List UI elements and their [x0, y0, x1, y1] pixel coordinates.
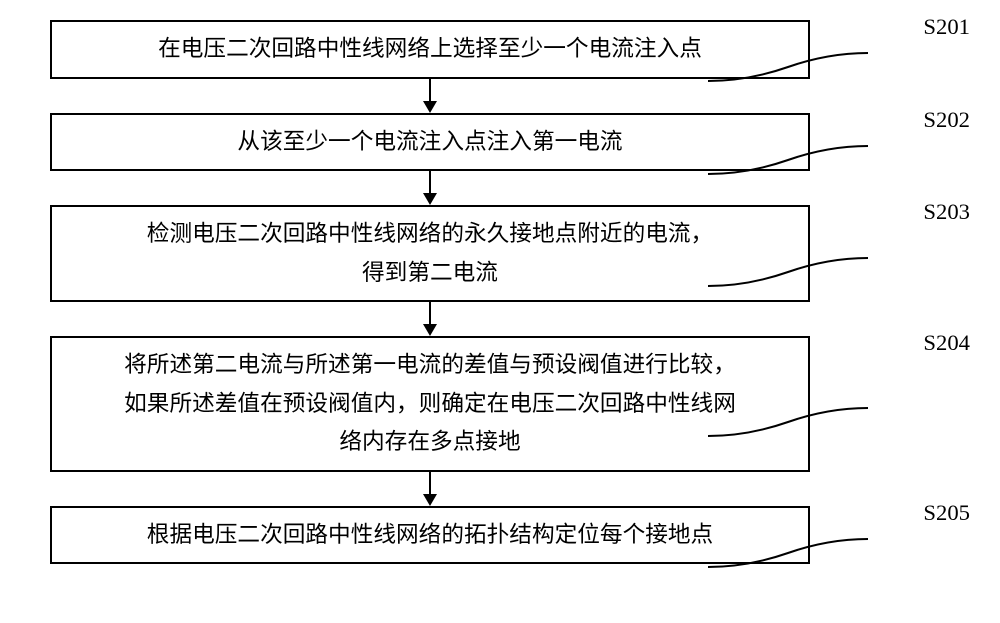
step-box: 检测电压二次回路中性线网络的永久接地点附近的电流，得到第二电流 [50, 205, 810, 302]
step-box: 将所述第二电流与所述第一电流的差值与预设阀值进行比较，如果所述差值在预设阀值内，… [50, 336, 810, 472]
step-text-line: 检测电压二次回路中性线网络的永久接地点附近的电流， [62, 215, 798, 254]
arrow-connector [50, 171, 810, 205]
step-text-line: 络内存在多点接地 [62, 423, 798, 462]
flow-step: 将所述第二电流与所述第一电流的差值与预设阀值进行比较，如果所述差值在预设阀值内，… [30, 336, 970, 472]
flow-step: 根据电压二次回路中性线网络的拓扑结构定位每个接地点 S205 [30, 506, 970, 565]
flow-step: 从该至少一个电流注入点注入第一电流 S202 [30, 113, 970, 172]
step-box: 从该至少一个电流注入点注入第一电流 [50, 113, 810, 172]
step-label: S203 [923, 199, 970, 225]
arrow-connector [50, 302, 810, 336]
step-label: S202 [923, 107, 970, 133]
arrow-connector [50, 79, 810, 113]
arrow-connector [50, 472, 810, 506]
step-box: 在电压二次回路中性线网络上选择至少一个电流注入点 [50, 20, 810, 79]
step-text-line: 如果所述差值在预设阀值内，则确定在电压二次回路中性线网 [62, 385, 798, 424]
step-text-line: 将所述第二电流与所述第一电流的差值与预设阀值进行比较， [62, 346, 798, 385]
step-label: S205 [923, 500, 970, 526]
step-label: S201 [923, 14, 970, 40]
flow-step: 在电压二次回路中性线网络上选择至少一个电流注入点 S201 [30, 20, 970, 79]
step-label: S204 [923, 330, 970, 356]
step-text-line: 在电压二次回路中性线网络上选择至少一个电流注入点 [62, 30, 798, 69]
step-text-line: 得到第二电流 [62, 254, 798, 293]
flow-step: 检测电压二次回路中性线网络的永久接地点附近的电流，得到第二电流 S203 [30, 205, 970, 302]
step-text-line: 从该至少一个电流注入点注入第一电流 [62, 123, 798, 162]
step-text-line: 根据电压二次回路中性线网络的拓扑结构定位每个接地点 [62, 516, 798, 555]
step-box: 根据电压二次回路中性线网络的拓扑结构定位每个接地点 [50, 506, 810, 565]
